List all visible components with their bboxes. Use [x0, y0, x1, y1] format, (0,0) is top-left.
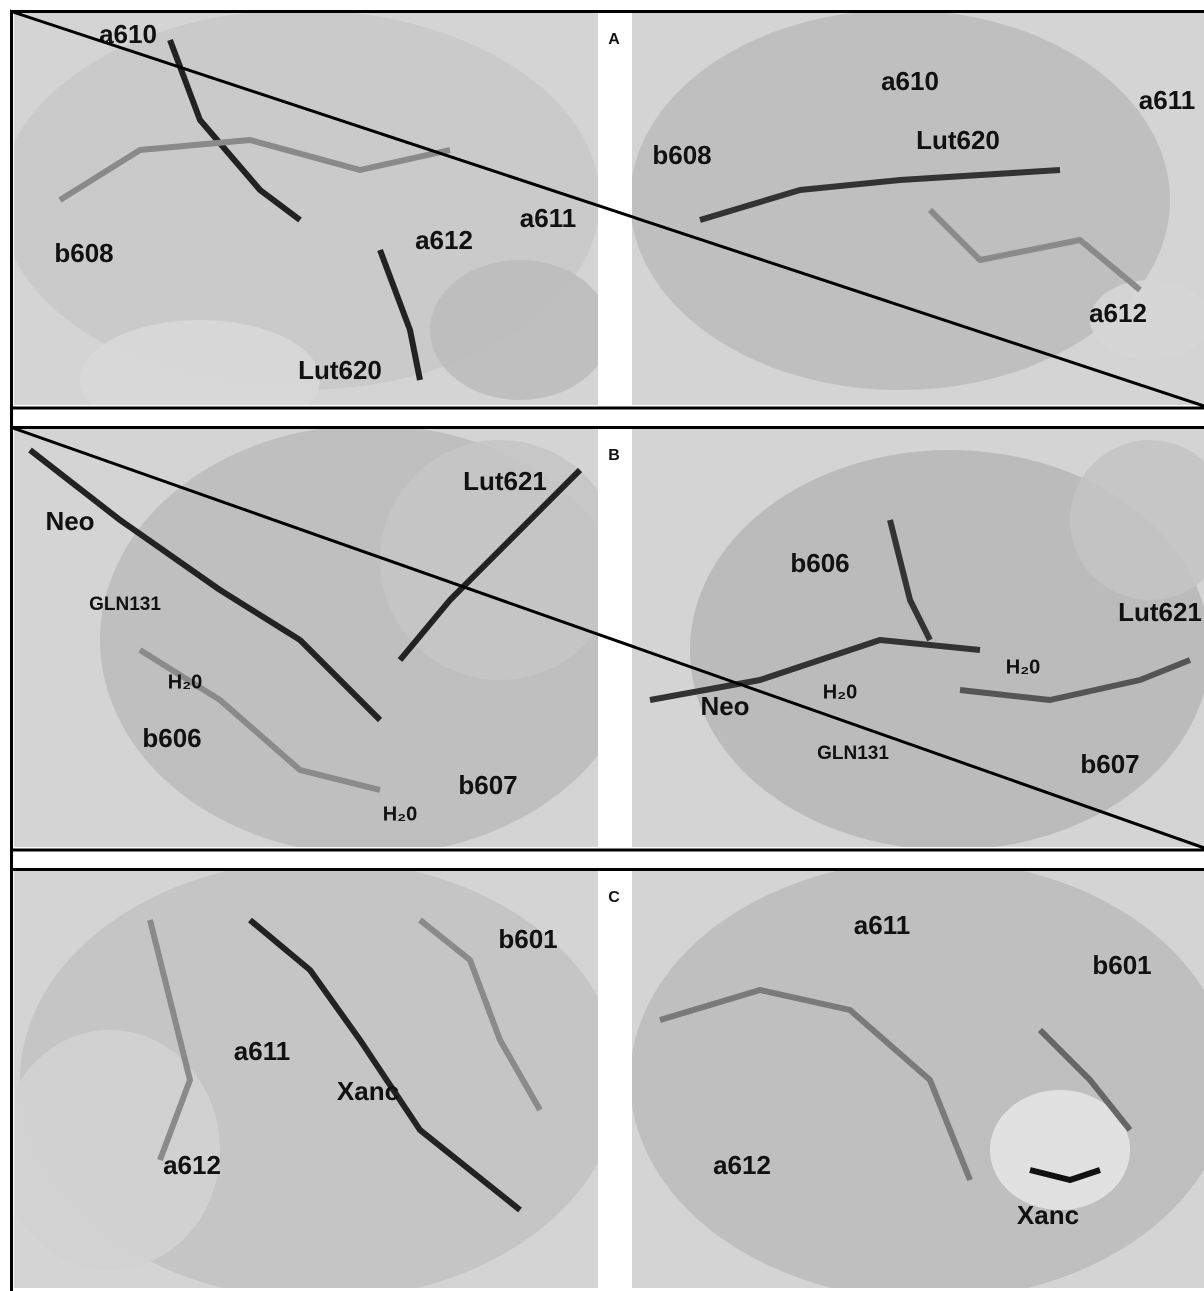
- surface-blob: [80, 320, 320, 440]
- molecule-label: b601: [1092, 950, 1151, 980]
- molecule-label: b607: [1080, 749, 1139, 779]
- molecule-label: Lut621: [463, 466, 547, 496]
- sub-panel: [630, 860, 1204, 1291]
- molecule-label: a612: [713, 1150, 771, 1180]
- molecule-label: a612: [163, 1150, 221, 1180]
- molecule-label: H₂0: [1006, 656, 1040, 678]
- molecule-label: Neo: [700, 691, 749, 721]
- molecule-label: b607: [458, 770, 517, 800]
- surface-blob: [430, 260, 610, 400]
- molecule-label: a611: [520, 203, 576, 233]
- molecule-label: Xanc: [337, 1076, 399, 1106]
- panel-letter: C: [608, 889, 620, 906]
- molecule-label: b606: [790, 548, 849, 578]
- molecule-label: b601: [498, 924, 557, 954]
- molecule-label: b608: [652, 140, 711, 170]
- panel-letter: A: [608, 31, 620, 48]
- molecule-label: a611: [234, 1036, 290, 1066]
- molecule-label: a611: [1139, 85, 1195, 115]
- molecule-label: a612: [1089, 298, 1147, 328]
- molecule-label: Lut621: [1118, 597, 1202, 627]
- molecule-label: b606: [142, 723, 201, 753]
- molecule-label: Lut620: [916, 125, 1000, 155]
- molecule-label: Neo: [45, 506, 94, 536]
- molecule-label: Xanc: [1017, 1200, 1079, 1230]
- molecule-label: H₂0: [168, 671, 202, 693]
- panel: b601 a611 Xanc a612 a611 b601 a612 Xanc C: [0, 860, 1204, 1291]
- molecule-label: GLN131: [89, 594, 161, 615]
- molecule-label: H₂0: [383, 803, 417, 825]
- molecule-label: GLN131: [817, 743, 889, 764]
- sub-panel: [632, 426, 1204, 850]
- panel-letter: B: [608, 447, 620, 464]
- figure: a610b608a612a611Lut620a610a611b608Lut620…: [0, 0, 1204, 1291]
- molecule-label: b608: [54, 238, 113, 268]
- molecule-label: Lut620: [298, 355, 382, 385]
- molecule-label: H₂0: [823, 681, 857, 703]
- molecule-label: a611: [854, 910, 910, 940]
- molecule-label: a610: [881, 66, 939, 96]
- molecule-label: a612: [415, 225, 473, 255]
